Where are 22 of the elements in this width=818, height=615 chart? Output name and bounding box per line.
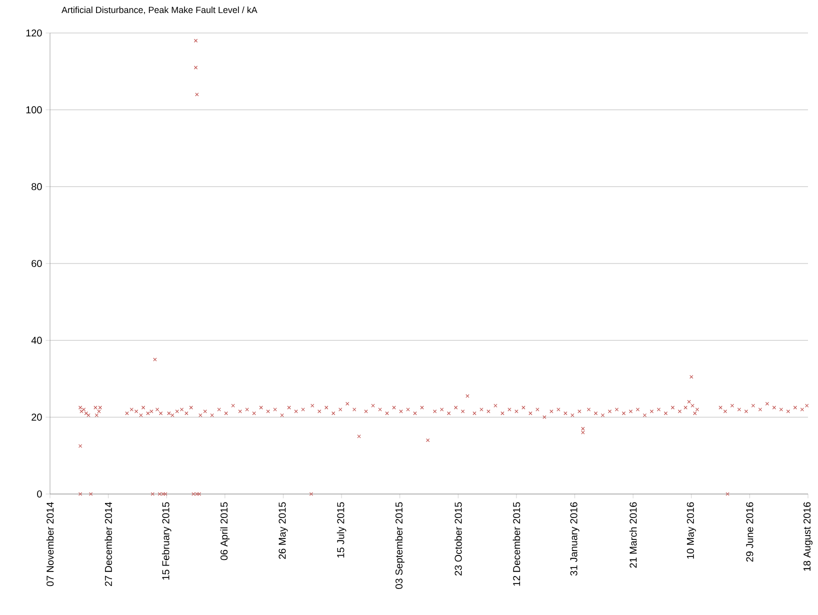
chart-title: Artificial Disturbance, Peak Make Fault Level / kA — [62, 6, 258, 14]
x-tick-label: 03 September 2015 — [395, 502, 404, 589]
y-tick-label: 20 — [32, 414, 42, 421]
y-tick-label: 100 — [26, 106, 42, 114]
x-tick-label: 10 May 2016 — [686, 502, 696, 559]
x-tick-label: 26 May 2015 — [278, 502, 288, 559]
x-tick-label: 27 December 2014 — [104, 502, 112, 586]
x-tick-label: 29 June 2016 — [746, 502, 754, 562]
y-tick-label: 80 — [32, 183, 42, 190]
x-tick-label: 12 December 2015 — [512, 502, 520, 586]
y-tick-label: 60 — [32, 260, 42, 268]
x-tick-label: 15 February 2015 — [162, 502, 172, 580]
x-tick-label: 18 August 2016 — [803, 502, 813, 571]
x-tick-label: 23 October 2015 — [454, 502, 462, 576]
y-tick-label: 0 — [37, 490, 42, 498]
y-tick-label: 120 — [26, 29, 42, 37]
x-tick-label: 07 November 2014 — [46, 502, 54, 586]
x-tick-label: 21 March 2016 — [629, 502, 637, 568]
y-tick-label: 40 — [31, 336, 42, 344]
x-tick-label: 06 April 2015 — [220, 502, 230, 560]
x-tick-label: 31 January 2016 — [570, 502, 580, 576]
x-tick-label: 15 July 2015 — [336, 502, 346, 558]
